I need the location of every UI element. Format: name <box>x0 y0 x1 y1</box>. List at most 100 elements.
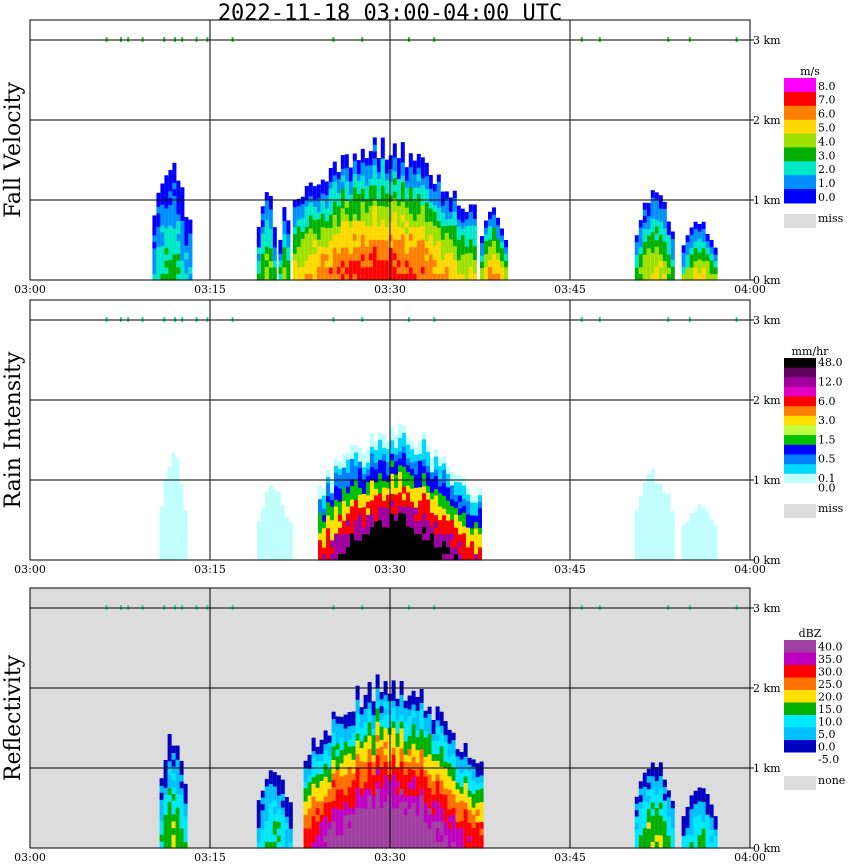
echo-cell <box>368 232 373 240</box>
echo-cell <box>392 204 397 213</box>
echo-cell <box>342 487 346 495</box>
echo-cell <box>471 766 476 774</box>
echo-cell <box>451 793 456 802</box>
echo-cell <box>705 525 710 533</box>
echo-cell <box>423 749 428 757</box>
echo-cell <box>689 539 694 548</box>
echo-cell <box>408 273 413 281</box>
echo-cell <box>179 518 184 526</box>
echo-cell <box>488 245 492 254</box>
echo-cell <box>658 775 663 783</box>
echo-cell <box>701 814 706 822</box>
echo-cell <box>670 273 675 281</box>
echo-cell <box>658 511 663 520</box>
echo-cell <box>292 260 297 268</box>
echo-cell <box>374 442 378 450</box>
echo-cell <box>411 736 416 744</box>
echo-cell <box>152 221 157 229</box>
echo-cell <box>256 834 261 842</box>
echo-cell <box>323 808 328 816</box>
echo-cell <box>391 774 396 782</box>
echo-cell <box>343 768 348 776</box>
echo-cell <box>471 786 476 794</box>
echo-cell <box>438 539 442 548</box>
colorbar-unit: m/s <box>800 65 820 78</box>
echo-cell <box>414 500 418 508</box>
echo-cell <box>415 795 420 803</box>
echo-cell <box>642 209 647 217</box>
echo-cell <box>367 794 372 803</box>
echo-cell <box>403 787 408 796</box>
echo-cell <box>372 259 377 267</box>
echo-cell <box>358 540 362 548</box>
echo-cell <box>422 459 426 467</box>
echo-cell <box>415 821 420 829</box>
echo-cell <box>331 725 336 733</box>
echo-cell <box>438 553 442 561</box>
echo-cell <box>319 834 324 842</box>
echo-cell <box>406 553 410 561</box>
echo-cell <box>360 266 365 275</box>
echo-cell <box>292 226 297 234</box>
echo-cell <box>386 455 390 463</box>
echo-cell <box>374 468 378 476</box>
echo-cell <box>455 841 460 849</box>
echo-cell <box>171 800 176 808</box>
echo-cell <box>398 457 402 466</box>
echo-cell <box>367 715 372 723</box>
echo-cell <box>444 198 449 206</box>
echo-cell <box>462 491 466 500</box>
echo-cell <box>363 714 368 723</box>
echo-cell <box>260 790 265 798</box>
echo-cell <box>335 802 340 810</box>
echo-cell <box>434 488 438 496</box>
echo-cell <box>418 453 422 461</box>
echo-cell <box>452 197 457 205</box>
echo-cell <box>355 699 360 707</box>
echo-cell <box>278 273 283 281</box>
echo-cell <box>319 780 324 788</box>
echo-cell <box>424 201 429 209</box>
echo-cell <box>447 775 452 783</box>
echo-cell <box>642 813 647 822</box>
echo-cell <box>398 491 402 500</box>
echo-cell <box>272 799 277 808</box>
echo-cell <box>406 444 410 452</box>
echo-cell <box>364 164 369 173</box>
echo-cell <box>159 799 164 807</box>
echo-cell <box>406 437 410 445</box>
echo-cell <box>180 260 185 268</box>
echo-cell <box>340 194 345 202</box>
echo-cell <box>443 828 448 836</box>
echo-cell <box>435 800 440 809</box>
echo-cell <box>367 768 372 776</box>
echo-cell <box>427 800 432 809</box>
echo-cell <box>475 828 480 836</box>
echo-cell <box>411 697 416 705</box>
echo-cell <box>434 540 438 548</box>
panel-label: Reflectivity <box>1 654 26 781</box>
echo-cell <box>638 553 643 561</box>
echo-cell <box>311 835 316 843</box>
echo-cell <box>167 473 172 481</box>
echo-cell <box>496 245 500 253</box>
echo-cell <box>344 246 349 255</box>
echo-cell <box>304 192 309 200</box>
echo-cell <box>466 540 470 548</box>
echo-cell <box>654 539 659 547</box>
echo-cell <box>394 533 398 541</box>
echo-cell <box>168 259 173 267</box>
echo-cell <box>260 219 265 227</box>
echo-cell <box>183 552 188 561</box>
echo-cell <box>351 718 356 726</box>
echo-cell <box>347 786 352 795</box>
echo-cell <box>403 754 408 762</box>
echo-cell <box>367 801 372 809</box>
echo-cell <box>693 524 698 533</box>
echo-cell <box>406 498 410 507</box>
echo-cell <box>439 807 444 815</box>
echo-cell <box>697 511 702 519</box>
echo-cell <box>439 759 444 767</box>
echo-cell <box>432 183 437 192</box>
echo-cell <box>701 507 706 515</box>
